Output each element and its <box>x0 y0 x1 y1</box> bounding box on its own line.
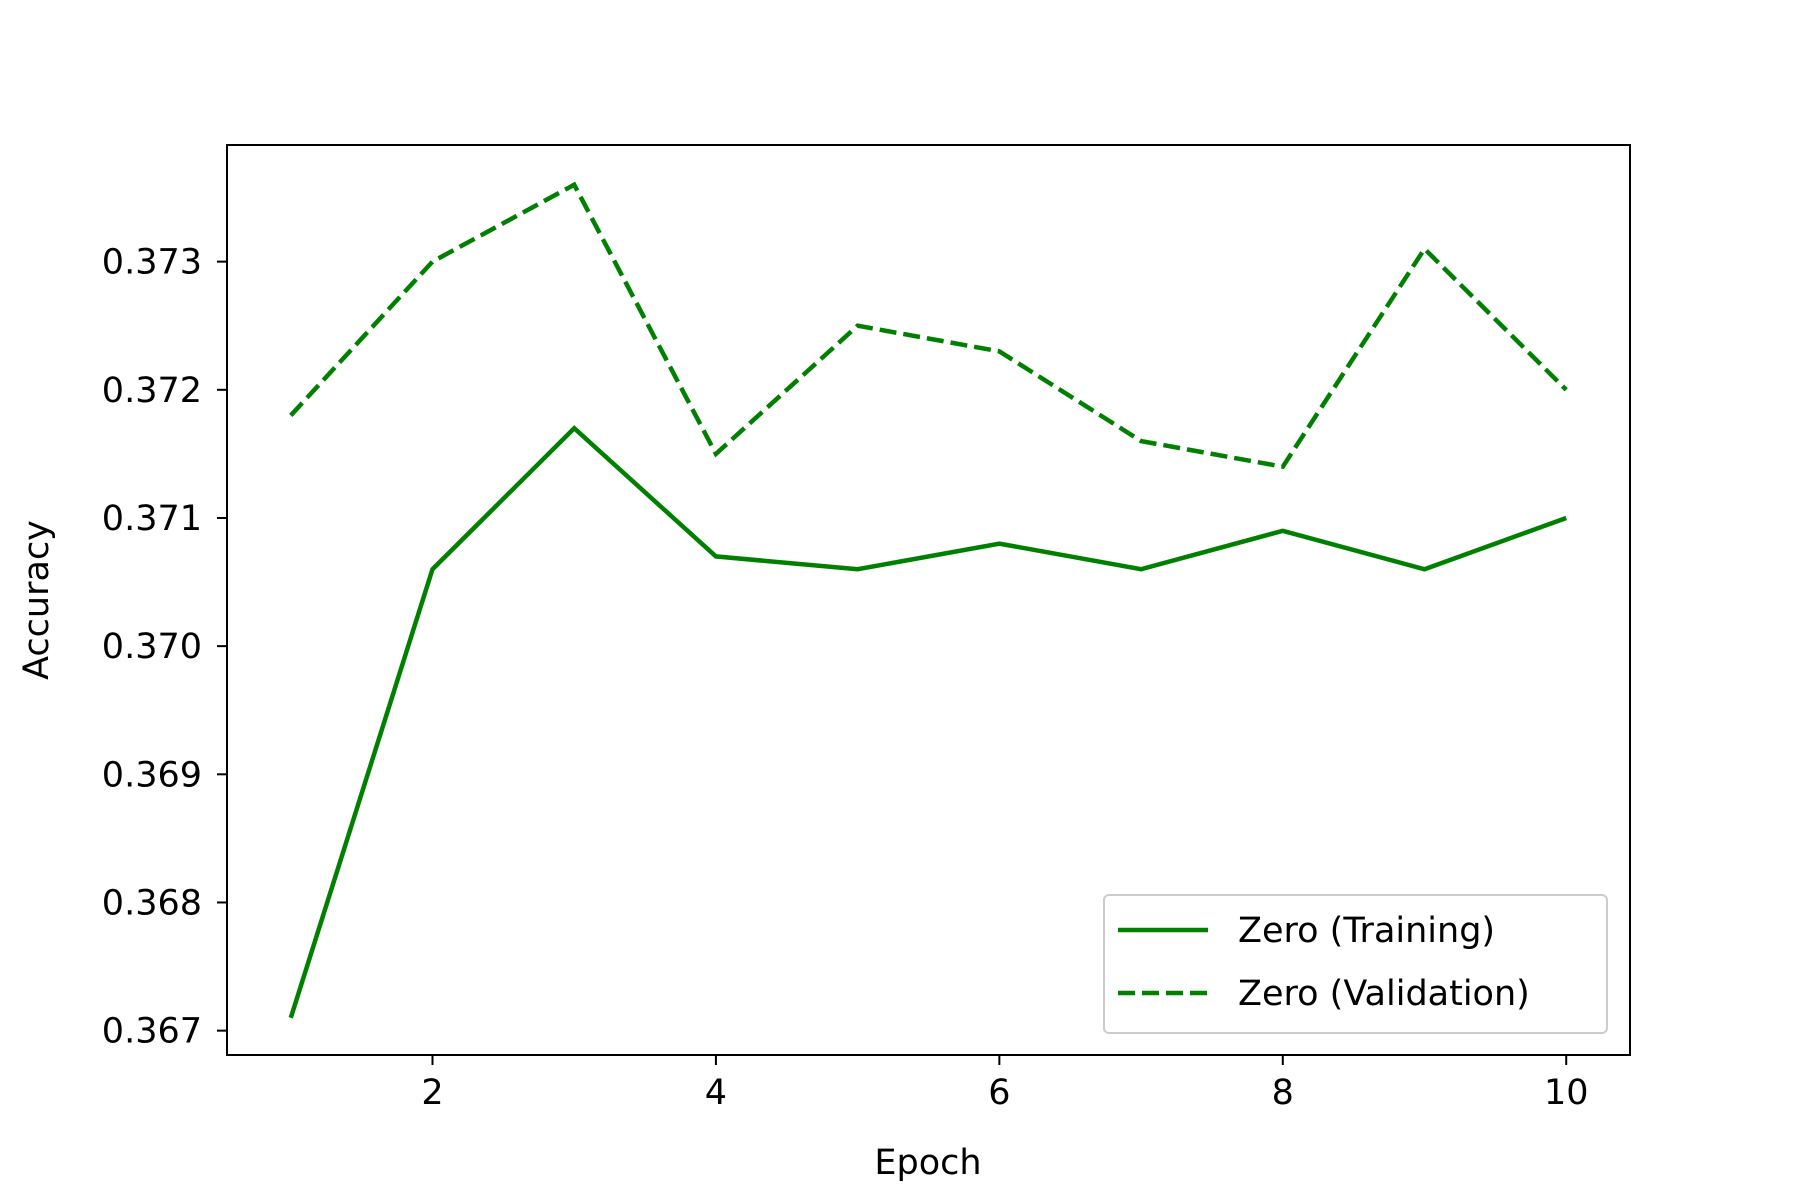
series-line-training <box>288 425 1567 1019</box>
y-tick-label: 0.373 <box>102 243 202 283</box>
x-tick-label: 4 <box>705 1073 727 1113</box>
y-tick-label: 0.368 <box>102 883 202 923</box>
x-tick-label: 6 <box>988 1073 1010 1113</box>
x-tick-label: 10 <box>1544 1073 1589 1113</box>
y-tick-label: 0.367 <box>102 1012 202 1052</box>
y-axis: 0.367 0.368 0.369 0.370 0.371 0.372 0.373 <box>102 243 227 1052</box>
x-tick-label: 2 <box>421 1073 443 1113</box>
y-tick-label: 0.370 <box>102 627 202 667</box>
x-axis-label: Epoch <box>874 1143 981 1183</box>
y-axis-label: Accuracy <box>17 520 57 680</box>
y-tick-label: 0.371 <box>102 499 202 539</box>
legend-label-validation: Zero (Validation) <box>1238 974 1530 1014</box>
series-layer <box>288 181 1568 1019</box>
plot-frame <box>226 144 1631 1056</box>
legend: Zero (Training) Zero (Validation) <box>1103 894 1608 1034</box>
x-axis: 2 4 6 8 10 <box>421 1055 1589 1113</box>
y-tick-label: 0.369 <box>102 755 202 795</box>
y-tick-label: 0.372 <box>102 371 202 411</box>
series-line-validation <box>289 181 1568 470</box>
legend-box <box>1103 894 1608 1034</box>
legend-label-training: Zero (Training) <box>1238 911 1495 951</box>
x-tick-label: 8 <box>1272 1073 1294 1113</box>
